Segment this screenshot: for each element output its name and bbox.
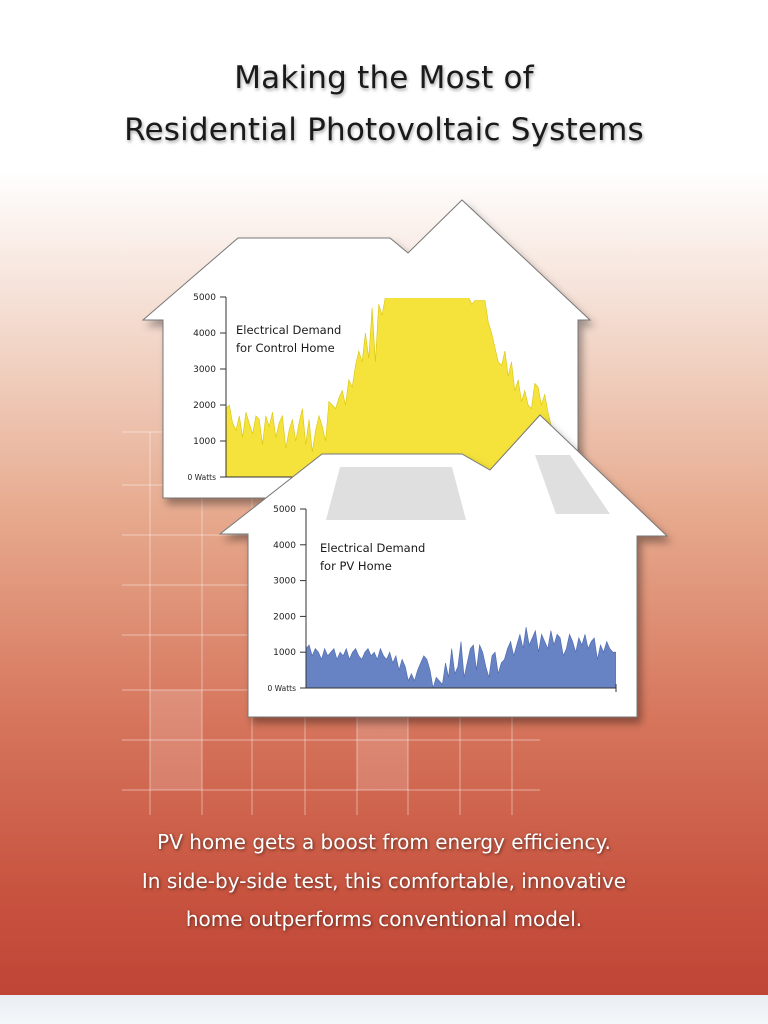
poster-background: Making the Most of Residential Photovolt… [0, 0, 768, 995]
pv-y-tick-label: 5000 [273, 505, 296, 515]
pv-home-house: 0 Watts 1000 2000 3000 4000 5000 Electrical D… [218, 414, 669, 718]
pv-y-tick-label: 3000 [273, 577, 296, 587]
pv-y-tick-label: 0 Watts [268, 684, 297, 693]
control-y-tick-label: 0 Watts [188, 473, 217, 482]
control-home-house: 0 Watts 1000 2000 3000 4000 5000 Electrical D… [141, 199, 592, 499]
footer-strip [0, 995, 768, 1024]
control-chart-label-1: Electrical Demand [236, 323, 341, 337]
solar-panel-left [326, 467, 466, 520]
pv-y-tick-label: 1000 [273, 648, 296, 658]
pv-y-tick-label: 4000 [273, 541, 296, 551]
control-y-tick-label: 4000 [193, 329, 216, 339]
title-line-2: Residential Photovoltaic Systems [124, 112, 644, 148]
pv-demand-area [306, 627, 616, 689]
caption-line-2: In side-by-side test, this comfortable, … [141, 869, 627, 893]
control-y-tick-label: 5000 [193, 293, 216, 303]
pv-y-tick-label: 2000 [273, 612, 296, 622]
pv-chart-label-1: Electrical Demand [320, 541, 425, 555]
title-line-1: Making the Most of [234, 60, 534, 96]
pv-chart-label-2: for PV Home [320, 559, 392, 573]
control-chart-label-2: for Control Home [236, 341, 335, 355]
solar-panel-right [535, 455, 610, 514]
caption-line-1: PV home gets a boost from energy efficie… [157, 830, 611, 854]
grid-highlight [150, 690, 202, 790]
house-charts: 0 Watts 1000 2000 3000 4000 5000 Electrical D… [141, 199, 669, 718]
caption-line-3: home outperforms conventional model. [185, 907, 583, 931]
control-y-tick-label: 2000 [193, 401, 216, 411]
pv-y-axis: 0 Watts 1000 2000 3000 4000 5000 [268, 505, 617, 693]
control-y-tick-label: 3000 [193, 365, 216, 375]
control-demand-area [226, 298, 558, 478]
control-y-tick-label: 1000 [193, 437, 216, 447]
